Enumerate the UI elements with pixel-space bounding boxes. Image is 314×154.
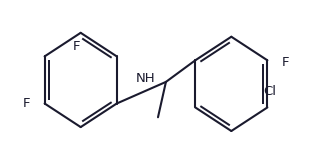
Text: F: F [73,40,80,53]
Text: Cl: Cl [263,85,276,98]
Text: NH: NH [135,73,155,85]
Text: F: F [281,56,289,69]
Text: F: F [23,97,30,110]
